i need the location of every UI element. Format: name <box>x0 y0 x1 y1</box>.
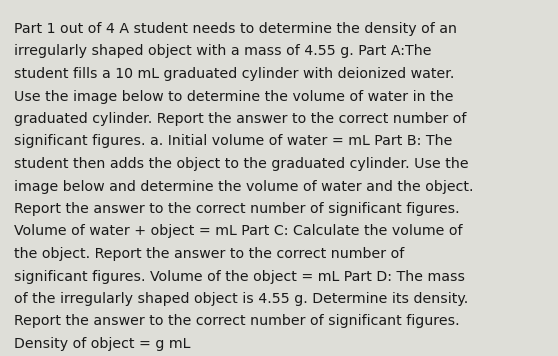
Text: graduated cylinder. Report the answer to the correct number of: graduated cylinder. Report the answer to… <box>14 112 466 126</box>
Text: Use the image below to determine the volume of water in the: Use the image below to determine the vol… <box>14 89 454 104</box>
Text: Report the answer to the correct number of significant figures.: Report the answer to the correct number … <box>14 314 460 329</box>
Text: irregularly shaped object with a mass of 4.55 g. Part A:The: irregularly shaped object with a mass of… <box>14 44 431 58</box>
Text: student then adds the object to the graduated cylinder. Use the: student then adds the object to the grad… <box>14 157 469 171</box>
Text: Volume of water + object = mL Part C: Calculate the volume of: Volume of water + object = mL Part C: Ca… <box>14 225 463 239</box>
Text: Report the answer to the correct number of significant figures.: Report the answer to the correct number … <box>14 202 460 216</box>
Text: student fills a 10 mL graduated cylinder with deionized water.: student fills a 10 mL graduated cylinder… <box>14 67 454 81</box>
Text: image below and determine the volume of water and the object.: image below and determine the volume of … <box>14 179 474 194</box>
Text: the object. Report the answer to the correct number of: the object. Report the answer to the cor… <box>14 247 404 261</box>
Text: Density of object = g mL: Density of object = g mL <box>14 337 190 351</box>
Text: Part 1 out of 4 A student needs to determine the density of an: Part 1 out of 4 A student needs to deter… <box>14 22 457 36</box>
Text: of the irregularly shaped object is 4.55 g. Determine its density.: of the irregularly shaped object is 4.55… <box>14 292 468 306</box>
Text: significant figures. a. Initial volume of water = mL Part B: The: significant figures. a. Initial volume o… <box>14 135 453 148</box>
Text: significant figures. Volume of the object = mL Part D: The mass: significant figures. Volume of the objec… <box>14 269 465 283</box>
